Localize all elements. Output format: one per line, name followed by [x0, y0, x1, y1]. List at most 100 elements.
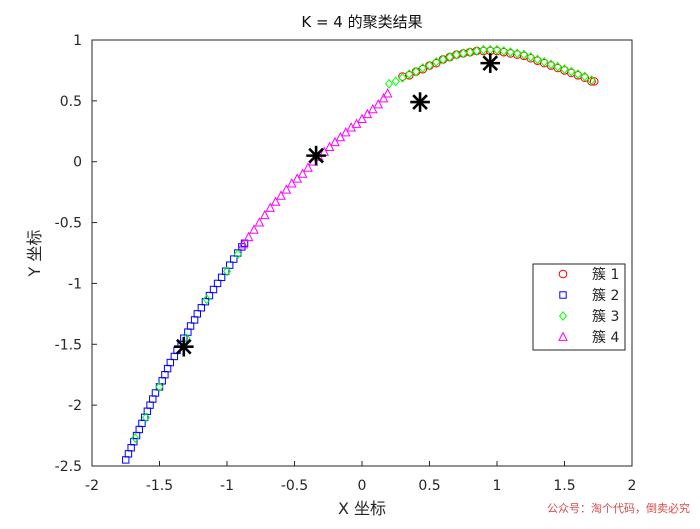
- cluster-4-point: [286, 178, 297, 188]
- cluster-3-point: [398, 72, 407, 83]
- cluster-4-point: [249, 224, 259, 234]
- cluster-3-point: [546, 59, 556, 70]
- cluster-4-point: [303, 162, 313, 172]
- centroid-stroke: [412, 94, 428, 110]
- cluster-3-point: [519, 49, 529, 60]
- cluster-3-point: [411, 66, 421, 77]
- x-tick-label: -0.5: [281, 478, 308, 494]
- legend-item: 簇 4: [558, 330, 619, 346]
- y-tick-label: 0: [73, 155, 82, 171]
- cluster-2-point: [193, 310, 202, 318]
- legend-marker: [559, 291, 567, 299]
- cluster-3-point: [438, 54, 448, 65]
- cluster-2-point: [151, 389, 160, 397]
- cluster-4-point: [238, 238, 249, 249]
- x-tick-label: -2: [85, 478, 99, 494]
- cluster-4-point: [357, 113, 367, 124]
- cluster-3-point: [233, 249, 242, 260]
- cluster-3-point: [141, 412, 151, 423]
- y-tick-label: -2: [68, 398, 82, 414]
- cluster-3-point: [587, 75, 596, 86]
- legend-label: 簇 4: [592, 330, 619, 346]
- cluster-1-point: [431, 58, 441, 68]
- cluster-3-point: [131, 433, 140, 444]
- cluster-1-point: [404, 70, 414, 80]
- cluster-3-point: [472, 45, 481, 56]
- cluster-4-point: [259, 209, 270, 220]
- cluster-4-point: [243, 231, 254, 242]
- y-tick-label: -0.5: [55, 216, 82, 232]
- cluster-1-point: [398, 72, 407, 81]
- cluster-2-point: [213, 279, 222, 288]
- y-tick-label: -2.5: [55, 459, 82, 475]
- chart-title: K = 4 的聚类结果: [301, 13, 422, 31]
- cluster-3-point: [553, 61, 562, 72]
- cluster-3-point: [459, 48, 468, 59]
- cluster-4-point: [340, 127, 351, 137]
- centroid-marker: [480, 53, 501, 73]
- cluster-4-point: [324, 141, 335, 152]
- y-ticks: 1 0.5 0 -0.5 -1 -1.5 -2 -2.5: [55, 33, 97, 475]
- cluster-4-point: [335, 131, 346, 142]
- cluster-4-point: [382, 88, 393, 98]
- cluster-3-point: [540, 56, 549, 67]
- cluster-3-point: [202, 294, 211, 305]
- cluster-3-point: [506, 47, 515, 58]
- centroid-marker: [306, 145, 326, 166]
- cluster-3-point: [533, 54, 542, 65]
- cluster-2-point: [226, 261, 234, 269]
- cluster-3-point: [391, 76, 400, 87]
- cluster-4-point: [254, 217, 265, 227]
- cluster-2-point: [166, 358, 175, 367]
- series-layer: [122, 44, 599, 464]
- y-tick-label: 0.5: [60, 94, 82, 110]
- x-axis-title: X 坐标: [338, 499, 386, 518]
- centroid-stroke: [175, 338, 192, 355]
- x-tick-label: 1: [493, 478, 502, 494]
- cluster-2-point: [197, 304, 206, 312]
- cluster-3-point: [452, 49, 461, 60]
- cluster-3-point: [567, 66, 576, 77]
- cluster-4-point: [362, 108, 373, 119]
- legend-label: 簇 2: [592, 288, 619, 304]
- cluster-2-point: [217, 273, 226, 282]
- cluster-1-point: [589, 77, 599, 86]
- cluster-4-point: [270, 196, 281, 206]
- x-tick-label: -1: [220, 478, 234, 494]
- cluster-1-point: [580, 73, 590, 83]
- cluster-4-point: [373, 99, 384, 109]
- centroid-marker: [174, 336, 194, 357]
- cluster-4-point: [281, 184, 292, 194]
- cluster-3-point: [560, 64, 569, 75]
- legend-marker: [558, 269, 568, 279]
- watermark-text: 公众号：淘个代码，倒卖必究: [547, 501, 690, 515]
- cluster-3-point: [418, 62, 427, 73]
- cluster-3-point: [479, 44, 488, 55]
- cluster-4-point: [297, 168, 308, 178]
- cluster-3-point: [405, 69, 414, 80]
- cluster-2-point: [186, 322, 195, 330]
- cluster-3-point: [465, 47, 475, 58]
- cluster-1-point: [418, 64, 428, 74]
- legend-item: 簇 1: [558, 267, 619, 283]
- y-tick-label: -1: [68, 276, 82, 292]
- cluster-2-point: [230, 255, 238, 263]
- cluster-3-point: [384, 78, 394, 89]
- cluster-3-point: [513, 48, 522, 59]
- legend: 簇 1 簇 2 簇 3 簇 4: [532, 263, 626, 351]
- y-axis-title: Y 坐标: [25, 230, 44, 278]
- cluster-3-point: [432, 56, 441, 67]
- cluster-3-point: [499, 45, 508, 56]
- x-tick-label: 1.5: [553, 478, 575, 494]
- centroid-marker: [410, 92, 430, 112]
- legend-item: 簇 3: [558, 309, 619, 325]
- cluster-1-point: [587, 77, 596, 86]
- cluster-4-point: [292, 173, 303, 183]
- x-tick-label: 0.5: [418, 478, 440, 494]
- cluster-4-point: [378, 92, 389, 103]
- legend-label: 簇 1: [592, 267, 619, 283]
- plot-area: [91, 39, 633, 467]
- cluster-4-point: [351, 118, 362, 128]
